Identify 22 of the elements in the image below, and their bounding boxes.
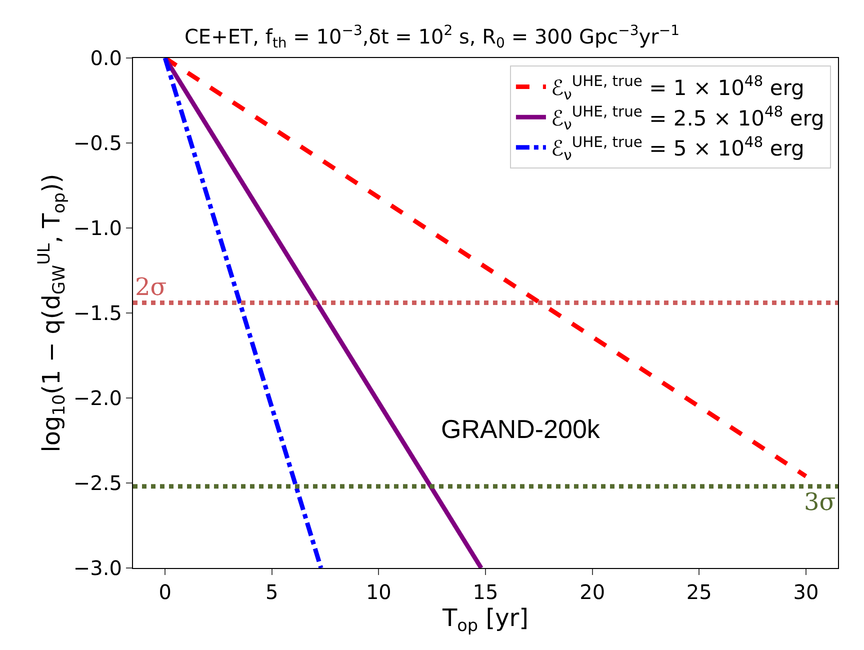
ref-line-label: 3σ (804, 488, 836, 516)
legend-label: ℰ$_{ν}$$^{UHE, true}$ = 2.5 × 10$^{48}$ erg (550, 103, 824, 134)
x-tick-label: 0 (158, 580, 172, 604)
y-tick-label: −3.0 (73, 556, 122, 580)
legend-label: ℰ$_{ν}$$^{UHE, true}$ = 5 × 10$^{48}$ erg (550, 134, 804, 164)
x-tick-label: 25 (686, 580, 712, 604)
legend-label: ℰ$_{ν}$$^{UHE, true}$ = 1 × 10$^{48}$ erg (550, 73, 804, 104)
annotation: GRAND-200k (441, 414, 601, 444)
y-tick-label: −1.5 (73, 301, 122, 325)
y-tick-label: −2.5 (73, 471, 122, 495)
y-tick-label: −2.0 (73, 386, 122, 410)
chart-title: CE+ET, f$_{th}$ = 10$^{−3}$,δt = 10$^{2}$ s, R$_{0}$ = 300 Gpc$^{−3}$yr$^{−1}$ (184, 22, 680, 52)
y-tick-label: 0.0 (90, 46, 122, 70)
x-tick-label: 20 (580, 580, 606, 604)
y-tick-label: −0.5 (73, 131, 122, 155)
x-axis-title: T$_{op}$ [yr] (441, 604, 529, 636)
y-tick-label: −1.0 (73, 216, 122, 240)
x-tick-label: 30 (793, 580, 819, 604)
x-tick-label: 15 (472, 580, 498, 604)
x-tick-label: 5 (265, 580, 278, 604)
x-tick-label: 10 (366, 580, 392, 604)
ref-line-label: 2σ (135, 273, 167, 301)
